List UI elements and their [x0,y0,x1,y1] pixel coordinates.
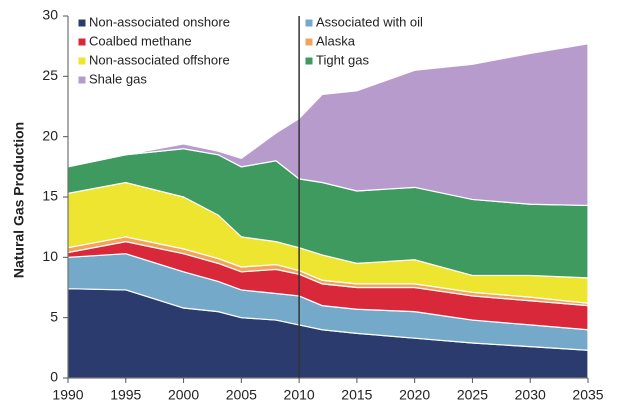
legend-swatch [77,56,87,66]
legend-label: Non-associated offshore [89,52,230,67]
legend-swatch [304,56,314,66]
y-axis-label: Natural Gas Production [11,122,27,278]
y-tick-label: 20 [42,127,58,143]
y-tick-label: 0 [50,369,58,385]
legend-label: Shale gas [89,71,147,86]
legend-swatch [304,18,314,28]
x-tick-label: 2035 [572,387,603,403]
legend-swatch [77,37,87,47]
y-tick-label: 30 [42,7,58,23]
x-tick-label: 1990 [52,387,83,403]
x-tick-label: 2030 [515,387,546,403]
x-tick-label: 1995 [110,387,141,403]
y-tick-label: 25 [42,67,58,83]
y-tick-label: 15 [42,188,58,204]
legend-label: Alaska [316,33,356,48]
x-tick-label: 2010 [284,387,315,403]
x-tick-label: 2020 [399,387,430,403]
legend-label: Associated with oil [316,14,423,29]
legend-label: Non-associated onshore [89,14,230,29]
legend-swatch [77,75,87,85]
x-tick-label: 2025 [457,387,488,403]
area [67,43,589,207]
legend-swatch [304,37,314,47]
y-tick-label: 5 [50,308,58,324]
x-tick-label: 2000 [168,387,199,403]
x-tick-label: 2005 [226,387,257,403]
y-tick-label: 10 [42,248,58,264]
legend-swatch [77,18,87,28]
x-tick-label: 2015 [341,387,372,403]
legend-label: Tight gas [316,52,369,67]
legend-label: Coalbed methane [89,33,192,48]
